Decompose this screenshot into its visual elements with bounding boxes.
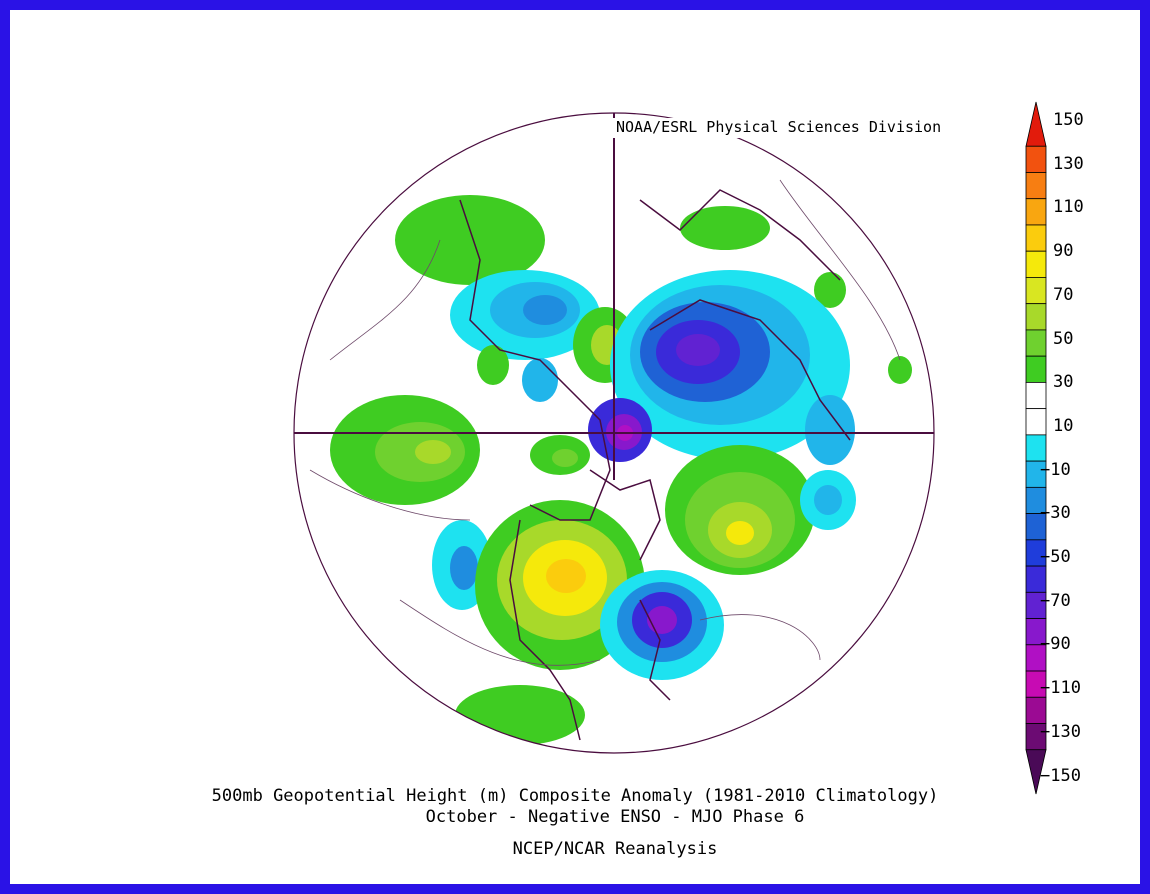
colorbar-swatch [1025,145,1047,173]
colorbar-swatch [1025,355,1047,383]
colorbar-swatch [1025,224,1047,252]
anomaly-edge-positive [888,356,912,384]
colorbar-swatch [1025,381,1047,410]
caption-line-3: NCEP/NCAR Reanalysis [512,839,718,859]
colorbar-swatch [1025,408,1047,436]
colorbar-tick-label: −10 [1040,459,1071,480]
colorbar-swatch [1025,434,1047,462]
colorbar-tick-label: 90 [1053,241,1074,262]
anomaly-small-positive [814,272,846,308]
anomaly-europe-positive [330,395,590,505]
colorbar [1025,101,1047,795]
colorbar-tick-label: 150 [1053,110,1084,130]
colorbar-tick-label: −130 [1040,721,1081,742]
map-credit: NOAA/ESRL Physical Sciences Division [616,118,942,136]
colorbar-tick-label: 130 [1053,153,1084,174]
anomaly-siberia-negative [588,270,855,465]
colorbar-tick-label: −150 [1040,765,1081,786]
colorbar-tick-label: 50 [1053,328,1074,349]
colorbar-swatch [1025,303,1047,331]
contours [309,179,901,666]
colorbar-swatch [1025,198,1047,226]
colorbar-tick-label: 110 [1053,197,1084,218]
colorbar-swatch [1025,101,1047,147]
credit-background [590,118,940,138]
colorbar-swatch [1025,565,1047,593]
coastlines [459,189,851,741]
anomaly-atlantic-positive [665,445,815,575]
colorbar-swatch [1025,250,1047,278]
anomaly-nw-positive [395,195,545,285]
colorbar-tick-label: 70 [1053,284,1074,305]
colorbar-tick-label: −90 [1040,634,1071,655]
colorbar-tick-label: −30 [1040,503,1071,524]
colorbar-swatch [1025,696,1047,724]
colorbar-tick-label: −70 [1040,590,1071,611]
colorbar-tick-label: −110 [1040,678,1081,699]
anomaly-ne-positive [680,206,770,250]
anomaly-ena-negative [600,570,724,680]
colorbar-tick-label: 10 [1053,415,1074,436]
caption-line-2: October - Negative ENSO - MJO Phase 6 [425,807,805,827]
colorbar-swatch [1025,172,1047,200]
colorbar-tick-label: −50 [1040,547,1071,567]
colorbar-swatch [1025,277,1047,305]
colorbar-tick-label: 30 [1053,372,1074,393]
colorbar-swatch [1025,329,1047,357]
caption-line-1: 500mb Geopotential Height (m) Composite … [211,786,939,806]
colorbar-swatch [1025,749,1047,795]
